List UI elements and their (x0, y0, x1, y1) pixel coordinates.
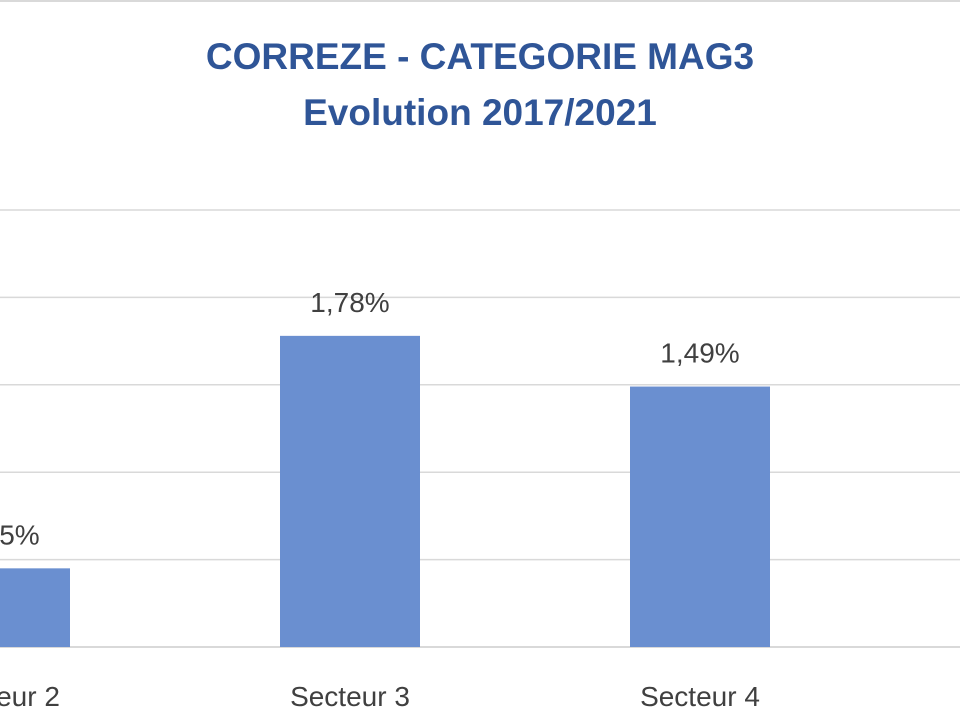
x-tick-label: Secteur 3 (290, 681, 410, 712)
x-tick-label: Secteur 2 (0, 681, 60, 712)
data-label: 1,49% (660, 338, 739, 369)
chart-border (0, 0, 960, 2)
bar-secteur-2 (0, 568, 70, 647)
chart-subtitle: Evolution 2017/2021 (303, 92, 657, 133)
data-label: 0,45% (0, 519, 40, 550)
data-label: 1,78% (310, 287, 389, 318)
x-tick-label: Secteur 4 (640, 681, 760, 712)
bar-secteur-4 (630, 386, 770, 647)
bar-secteur-3 (280, 335, 420, 647)
chart-title: CORREZE - CATEGORIE MAG3 (205, 36, 755, 77)
